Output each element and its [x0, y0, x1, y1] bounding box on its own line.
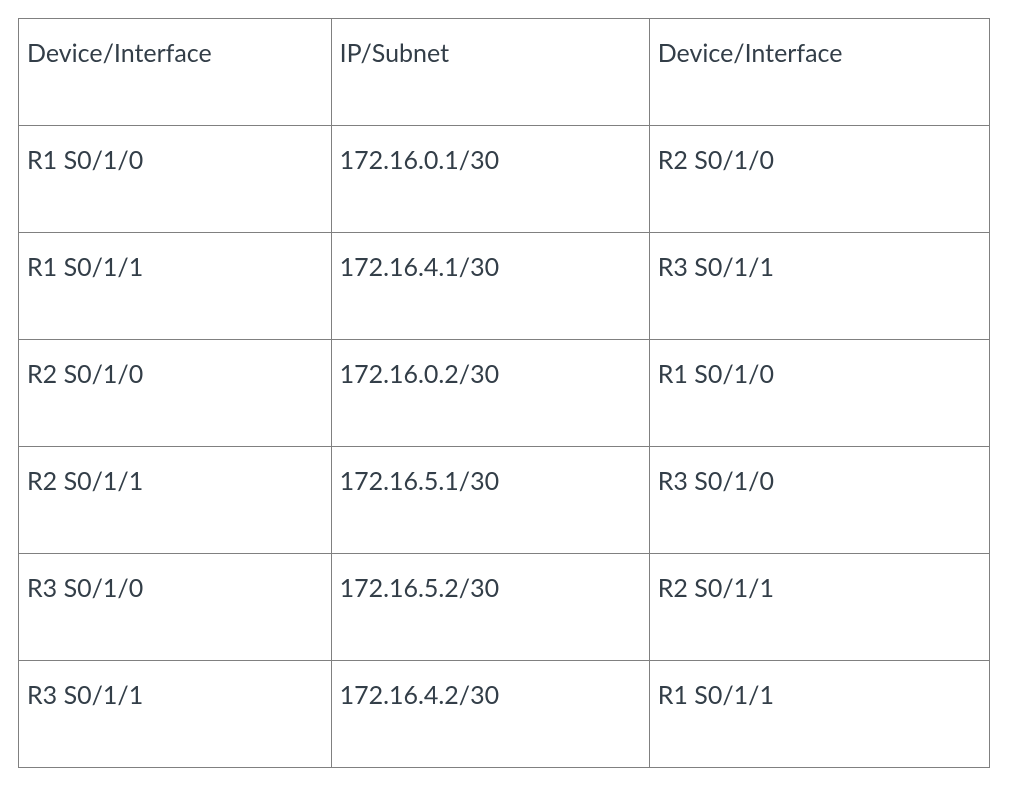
cell-device-right: R1 S0/1/1 [649, 661, 989, 768]
cell-device-right: R3 S0/1/0 [649, 447, 989, 554]
table-row: R3 S0/1/1 172.16.4.2/30 R1 S0/1/1 [19, 661, 990, 768]
table-header: Device/Interface IP/Subnet Device/Interf… [19, 19, 990, 126]
cell-device-right: R3 S0/1/1 [649, 233, 989, 340]
cell-device-left: R3 S0/1/0 [19, 554, 332, 661]
cell-device-right: R2 S0/1/1 [649, 554, 989, 661]
table-row: R1 S0/1/1 172.16.4.1/30 R3 S0/1/1 [19, 233, 990, 340]
cell-ip: 172.16.5.1/30 [331, 447, 649, 554]
column-header-device-interface-right: Device/Interface [649, 19, 989, 126]
table-row: R2 S0/1/1 172.16.5.1/30 R3 S0/1/0 [19, 447, 990, 554]
table-body: R1 S0/1/0 172.16.0.1/30 R2 S0/1/0 R1 S0/… [19, 126, 990, 768]
cell-device-right: R1 S0/1/0 [649, 340, 989, 447]
column-header-ip-subnet: IP/Subnet [331, 19, 649, 126]
cell-ip: 172.16.0.1/30 [331, 126, 649, 233]
cell-ip: 172.16.4.1/30 [331, 233, 649, 340]
cell-device-right: R2 S0/1/0 [649, 126, 989, 233]
table-row: R1 S0/1/0 172.16.0.1/30 R2 S0/1/0 [19, 126, 990, 233]
cell-device-left: R1 S0/1/1 [19, 233, 332, 340]
cell-device-left: R1 S0/1/0 [19, 126, 332, 233]
cell-ip: 172.16.5.2/30 [331, 554, 649, 661]
cell-device-left: R3 S0/1/1 [19, 661, 332, 768]
interface-ip-table: Device/Interface IP/Subnet Device/Interf… [18, 18, 990, 768]
cell-device-left: R2 S0/1/0 [19, 340, 332, 447]
cell-device-left: R2 S0/1/1 [19, 447, 332, 554]
header-row: Device/Interface IP/Subnet Device/Interf… [19, 19, 990, 126]
cell-ip: 172.16.4.2/30 [331, 661, 649, 768]
table-row: R3 S0/1/0 172.16.5.2/30 R2 S0/1/1 [19, 554, 990, 661]
table-row: R2 S0/1/0 172.16.0.2/30 R1 S0/1/0 [19, 340, 990, 447]
cell-ip: 172.16.0.2/30 [331, 340, 649, 447]
column-header-device-interface-left: Device/Interface [19, 19, 332, 126]
